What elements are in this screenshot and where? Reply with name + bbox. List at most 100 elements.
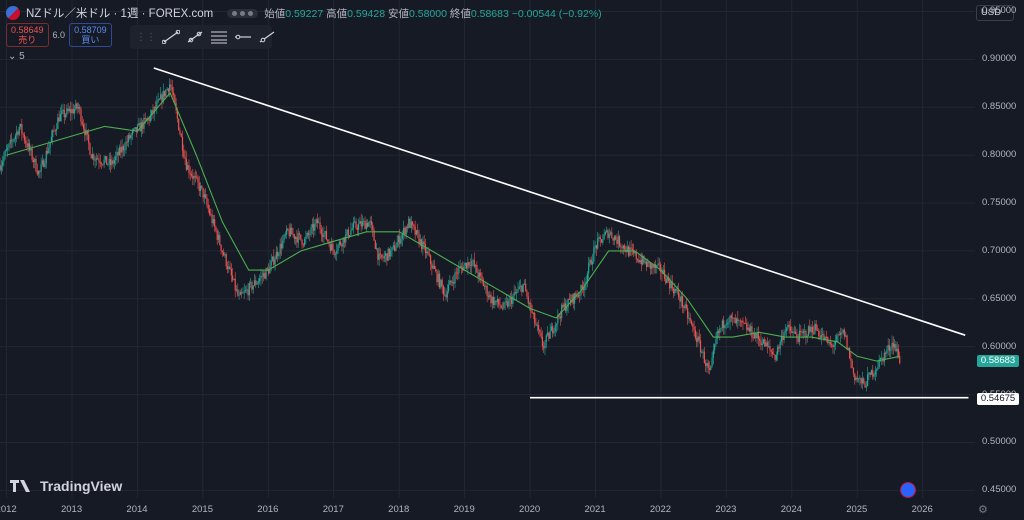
candle-body — [106, 156, 108, 165]
candle-body — [557, 314, 559, 324]
candle-body — [310, 227, 312, 235]
candle-body — [670, 281, 672, 289]
candle-body — [214, 219, 216, 227]
branding-text: TradingView — [40, 478, 123, 494]
candle-body — [350, 229, 352, 235]
symbol-title[interactable]: NZドル／米ドル · 1週 · FOREX.com — [26, 8, 214, 20]
candle-body — [729, 315, 731, 323]
candle-body — [679, 297, 681, 302]
candle-body — [684, 304, 686, 309]
candle-body — [5, 149, 8, 152]
candle-body — [399, 235, 401, 244]
candle-body — [624, 245, 626, 250]
candle-body — [878, 359, 880, 368]
tradingview-logo[interactable]: TradingView — [10, 478, 122, 494]
y-tick-label: 0.90000 — [982, 53, 1017, 65]
candle-body — [336, 250, 338, 255]
x-tick-label: 2012 — [0, 504, 17, 515]
candle-body — [31, 148, 33, 160]
horizontal-ray-icon[interactable] — [234, 28, 252, 46]
candle-body — [849, 347, 851, 359]
trend-line-icon[interactable] — [162, 28, 180, 46]
drag-handle-icon[interactable]: ⋮⋮ — [136, 31, 156, 43]
y-tick-label: 0.45000 — [982, 484, 1017, 496]
candle-body — [144, 117, 146, 119]
candle-body — [242, 292, 244, 294]
candle-body — [896, 348, 898, 352]
candle-body — [86, 130, 89, 135]
candle-body — [103, 159, 105, 165]
candle-body — [823, 334, 825, 340]
candle-body — [824, 336, 826, 340]
candle-body — [552, 326, 554, 334]
candle-body — [559, 316, 562, 319]
candle-body — [313, 224, 315, 231]
candle-body — [296, 237, 298, 243]
nzd-usd-flag-icon — [6, 6, 20, 20]
candle-body — [166, 88, 168, 91]
candle-body — [507, 301, 509, 307]
candle-body — [782, 336, 784, 340]
candle-body — [757, 332, 759, 340]
candle-body — [822, 334, 824, 335]
candle-body — [386, 253, 388, 261]
candle-body — [480, 272, 482, 276]
candle-body — [460, 266, 463, 268]
candle-body — [363, 220, 365, 222]
candle-body — [509, 297, 511, 300]
candle-body — [482, 279, 484, 286]
candle-body — [558, 314, 560, 317]
buy-button[interactable]: 0.58709 買い — [69, 23, 112, 47]
candle-body — [205, 194, 207, 198]
candle-body — [225, 254, 227, 267]
tradingview-logo-icon — [10, 480, 30, 492]
candle-body — [876, 369, 878, 371]
candle-body — [468, 262, 470, 266]
channel-icon[interactable] — [186, 28, 204, 46]
candle-body — [706, 362, 708, 367]
candle-body — [666, 276, 668, 283]
candle-body — [98, 159, 100, 162]
candle-body — [355, 221, 357, 228]
more-options-icon[interactable] — [227, 8, 259, 18]
candle-body — [167, 88, 169, 92]
candle-body — [109, 158, 112, 166]
candle-body — [469, 265, 472, 267]
candle-body — [126, 141, 128, 143]
candle-body — [189, 172, 191, 175]
fib-icon[interactable] — [210, 28, 228, 46]
candle-body — [773, 354, 775, 355]
candle-body — [300, 234, 302, 240]
candle-body — [394, 245, 396, 251]
candle-body — [295, 237, 297, 239]
candle-body — [279, 243, 281, 255]
candle-body — [769, 345, 771, 350]
currency-select[interactable]: USD — [976, 5, 1014, 21]
candle-body — [108, 158, 110, 165]
settings-gear-icon[interactable]: ⚙ — [978, 504, 988, 516]
candle-body — [595, 245, 598, 249]
candle-body — [888, 345, 891, 351]
candle-body — [492, 296, 495, 305]
flag-icon[interactable] — [900, 482, 916, 498]
candle-body — [43, 160, 45, 167]
candle-body — [719, 328, 721, 334]
candle-body — [491, 296, 493, 304]
candle-body — [735, 318, 738, 324]
candle-body — [162, 90, 164, 103]
candle-body — [616, 239, 618, 244]
candle-body — [131, 130, 133, 135]
indicator-collapse-toggle[interactable]: ⌄ 5 — [8, 51, 25, 62]
candle-body — [766, 342, 768, 347]
candle-body — [800, 330, 802, 332]
candle-body — [838, 334, 840, 336]
ray-icon[interactable] — [258, 28, 276, 46]
candle-body — [244, 290, 247, 292]
candle-body — [494, 300, 496, 305]
candle-body — [571, 294, 573, 303]
candle-body — [9, 139, 11, 144]
candle-body — [365, 223, 367, 230]
sell-button[interactable]: 0.58649 売り — [6, 23, 49, 47]
candle-body — [23, 134, 26, 141]
